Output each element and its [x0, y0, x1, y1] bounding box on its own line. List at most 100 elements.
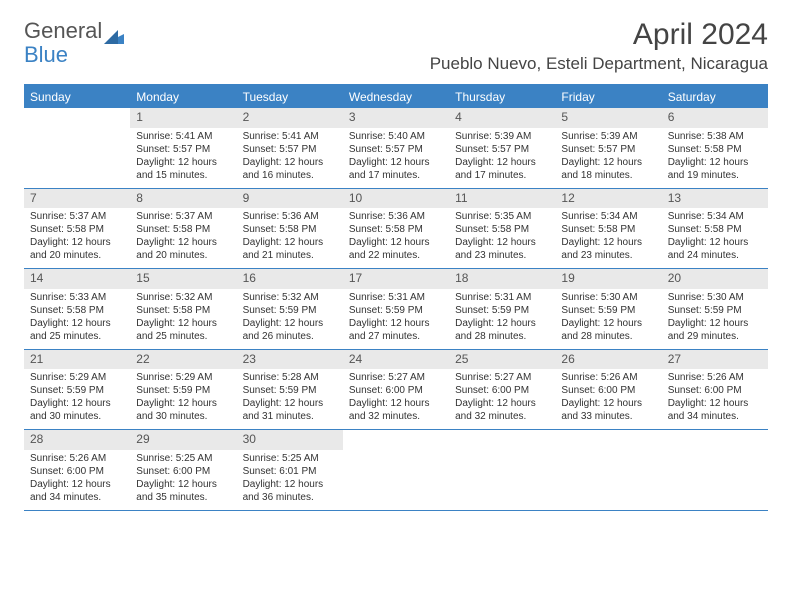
sunset-text: Sunset: 6:00 PM [668, 384, 762, 397]
sunset-text: Sunset: 5:58 PM [30, 223, 124, 236]
sunrise-text: Sunrise: 5:37 AM [30, 210, 124, 223]
daylight-text: Daylight: 12 hours and 16 minutes. [243, 156, 337, 182]
day-number: 11 [449, 189, 555, 209]
week-row: 21Sunrise: 5:29 AMSunset: 5:59 PMDayligh… [24, 350, 768, 431]
sunset-text: Sunset: 5:57 PM [455, 143, 549, 156]
day-body: Sunrise: 5:35 AMSunset: 5:58 PMDaylight:… [449, 210, 555, 262]
day-cell: 8Sunrise: 5:37 AMSunset: 5:58 PMDaylight… [130, 189, 236, 269]
sunrise-text: Sunrise: 5:39 AM [455, 130, 549, 143]
sunset-text: Sunset: 6:00 PM [136, 465, 230, 478]
sunrise-text: Sunrise: 5:40 AM [349, 130, 443, 143]
daylight-text: Daylight: 12 hours and 23 minutes. [561, 236, 655, 262]
day-body: Sunrise: 5:29 AMSunset: 5:59 PMDaylight:… [24, 371, 130, 423]
header: General April 2024 Pueblo Nuevo, Esteli … [24, 18, 768, 80]
weekday-cell: Tuesday [237, 86, 343, 108]
day-body: Sunrise: 5:33 AMSunset: 5:58 PMDaylight:… [24, 291, 130, 343]
daylight-text: Daylight: 12 hours and 25 minutes. [136, 317, 230, 343]
day-body: Sunrise: 5:26 AMSunset: 6:00 PMDaylight:… [662, 371, 768, 423]
daylight-text: Daylight: 12 hours and 19 minutes. [668, 156, 762, 182]
day-cell: 20Sunrise: 5:30 AMSunset: 5:59 PMDayligh… [662, 269, 768, 349]
day-cell: 23Sunrise: 5:28 AMSunset: 5:59 PMDayligh… [237, 350, 343, 430]
day-number: 9 [237, 189, 343, 209]
day-body: Sunrise: 5:38 AMSunset: 5:58 PMDaylight:… [662, 130, 768, 182]
title-block: April 2024 Pueblo Nuevo, Esteli Departme… [430, 18, 768, 80]
day-cell: 21Sunrise: 5:29 AMSunset: 5:59 PMDayligh… [24, 350, 130, 430]
sunset-text: Sunset: 5:59 PM [136, 384, 230, 397]
day-body: Sunrise: 5:32 AMSunset: 5:58 PMDaylight:… [130, 291, 236, 343]
day-body: Sunrise: 5:36 AMSunset: 5:58 PMDaylight:… [343, 210, 449, 262]
sunrise-text: Sunrise: 5:31 AM [349, 291, 443, 304]
day-cell: 18Sunrise: 5:31 AMSunset: 5:59 PMDayligh… [449, 269, 555, 349]
day-cell [343, 430, 449, 510]
day-body: Sunrise: 5:27 AMSunset: 6:00 PMDaylight:… [449, 371, 555, 423]
day-body: Sunrise: 5:41 AMSunset: 5:57 PMDaylight:… [130, 130, 236, 182]
daylight-text: Daylight: 12 hours and 17 minutes. [349, 156, 443, 182]
sunset-text: Sunset: 5:58 PM [561, 223, 655, 236]
weekday-cell: Sunday [24, 86, 130, 108]
sunset-text: Sunset: 5:58 PM [455, 223, 549, 236]
day-cell: 30Sunrise: 5:25 AMSunset: 6:01 PMDayligh… [237, 430, 343, 510]
day-number: 5 [555, 108, 661, 128]
week-row: 14Sunrise: 5:33 AMSunset: 5:58 PMDayligh… [24, 269, 768, 350]
day-number: 22 [130, 350, 236, 370]
day-body: Sunrise: 5:27 AMSunset: 6:00 PMDaylight:… [343, 371, 449, 423]
calendar-page: General April 2024 Pueblo Nuevo, Esteli … [0, 0, 792, 529]
day-body: Sunrise: 5:34 AMSunset: 5:58 PMDaylight:… [662, 210, 768, 262]
daylight-text: Daylight: 12 hours and 20 minutes. [136, 236, 230, 262]
sunrise-text: Sunrise: 5:26 AM [668, 371, 762, 384]
sunset-text: Sunset: 5:59 PM [668, 304, 762, 317]
sunset-text: Sunset: 5:58 PM [668, 143, 762, 156]
sunrise-text: Sunrise: 5:34 AM [668, 210, 762, 223]
weekday-cell: Thursday [449, 86, 555, 108]
day-cell: 4Sunrise: 5:39 AMSunset: 5:57 PMDaylight… [449, 108, 555, 188]
daylight-text: Daylight: 12 hours and 34 minutes. [668, 397, 762, 423]
sunrise-text: Sunrise: 5:32 AM [136, 291, 230, 304]
logo-flag-icon [104, 24, 124, 38]
day-cell: 28Sunrise: 5:26 AMSunset: 6:00 PMDayligh… [24, 430, 130, 510]
day-number: 2 [237, 108, 343, 128]
sunset-text: Sunset: 6:00 PM [455, 384, 549, 397]
day-number: 30 [237, 430, 343, 450]
daylight-text: Daylight: 12 hours and 30 minutes. [136, 397, 230, 423]
sunset-text: Sunset: 5:58 PM [243, 223, 337, 236]
sunrise-text: Sunrise: 5:27 AM [349, 371, 443, 384]
day-cell: 22Sunrise: 5:29 AMSunset: 5:59 PMDayligh… [130, 350, 236, 430]
day-number [449, 430, 555, 450]
daylight-text: Daylight: 12 hours and 34 minutes. [30, 478, 124, 504]
daylight-text: Daylight: 12 hours and 27 minutes. [349, 317, 443, 343]
day-cell [555, 430, 661, 510]
day-number: 20 [662, 269, 768, 289]
sunset-text: Sunset: 6:01 PM [243, 465, 337, 478]
daylight-text: Daylight: 12 hours and 36 minutes. [243, 478, 337, 504]
day-cell: 1Sunrise: 5:41 AMSunset: 5:57 PMDaylight… [130, 108, 236, 188]
day-cell: 15Sunrise: 5:32 AMSunset: 5:58 PMDayligh… [130, 269, 236, 349]
day-number: 24 [343, 350, 449, 370]
day-number: 1 [130, 108, 236, 128]
weekday-cell: Monday [130, 86, 236, 108]
sunset-text: Sunset: 5:59 PM [349, 304, 443, 317]
day-number: 14 [24, 269, 130, 289]
day-body: Sunrise: 5:37 AMSunset: 5:58 PMDaylight:… [24, 210, 130, 262]
day-body: Sunrise: 5:29 AMSunset: 5:59 PMDaylight:… [130, 371, 236, 423]
sunrise-text: Sunrise: 5:41 AM [136, 130, 230, 143]
sunset-text: Sunset: 5:59 PM [561, 304, 655, 317]
day-number: 19 [555, 269, 661, 289]
day-body: Sunrise: 5:30 AMSunset: 5:59 PMDaylight:… [662, 291, 768, 343]
day-cell: 9Sunrise: 5:36 AMSunset: 5:58 PMDaylight… [237, 189, 343, 269]
day-body: Sunrise: 5:31 AMSunset: 5:59 PMDaylight:… [343, 291, 449, 343]
sunset-text: Sunset: 5:57 PM [243, 143, 337, 156]
day-cell: 10Sunrise: 5:36 AMSunset: 5:58 PMDayligh… [343, 189, 449, 269]
day-number [24, 108, 130, 128]
logo-text-blue: Blue [24, 42, 68, 68]
daylight-text: Daylight: 12 hours and 35 minutes. [136, 478, 230, 504]
sunset-text: Sunset: 5:57 PM [349, 143, 443, 156]
daylight-text: Daylight: 12 hours and 23 minutes. [455, 236, 549, 262]
sunset-text: Sunset: 5:57 PM [136, 143, 230, 156]
weekday-cell: Saturday [662, 86, 768, 108]
sunrise-text: Sunrise: 5:36 AM [349, 210, 443, 223]
day-body: Sunrise: 5:28 AMSunset: 5:59 PMDaylight:… [237, 371, 343, 423]
day-body: Sunrise: 5:26 AMSunset: 6:00 PMDaylight:… [555, 371, 661, 423]
day-number [343, 430, 449, 450]
sunset-text: Sunset: 6:00 PM [30, 465, 124, 478]
sunset-text: Sunset: 5:58 PM [136, 304, 230, 317]
